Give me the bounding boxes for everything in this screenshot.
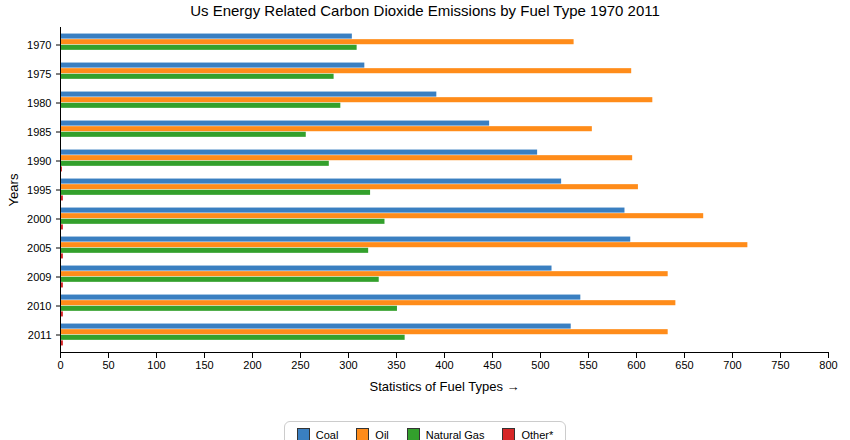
svg-text:1995: 1995 bbox=[27, 184, 51, 196]
svg-text:2000: 2000 bbox=[27, 213, 51, 225]
svg-text:1970: 1970 bbox=[27, 39, 51, 51]
svg-text:700: 700 bbox=[723, 359, 741, 371]
svg-text:1985: 1985 bbox=[27, 126, 51, 138]
html-text:Us Energy Related Carbon Dioxi: Us Energy Related Carbon Dioxide Emissio… bbox=[190, 2, 660, 19]
html-text:Natural Gas: Natural Gas bbox=[425, 428, 485, 440]
svg-text:0: 0 bbox=[57, 359, 63, 371]
svg-text:350: 350 bbox=[387, 359, 405, 371]
svg-text:400: 400 bbox=[435, 359, 453, 371]
svg-text:800: 800 bbox=[819, 359, 837, 371]
svg-text:50: 50 bbox=[102, 359, 114, 371]
svg-text:500: 500 bbox=[531, 359, 549, 371]
svg-text:Years: Years bbox=[6, 173, 21, 206]
svg-text:100: 100 bbox=[147, 359, 165, 371]
svg-text:2011: 2011 bbox=[28, 329, 52, 341]
svg-text:250: 250 bbox=[291, 359, 309, 371]
html-text:Other*: Other* bbox=[521, 428, 554, 440]
svg-text:2010: 2010 bbox=[27, 300, 51, 312]
svg-text:200: 200 bbox=[243, 359, 261, 371]
html-text:Oil: Oil bbox=[375, 428, 389, 440]
svg-text:Statistics of Fuel Types →: Statistics of Fuel Types → bbox=[369, 379, 519, 394]
svg-text:1990: 1990 bbox=[27, 155, 51, 167]
svg-text:150: 150 bbox=[195, 359, 213, 371]
svg-text:600: 600 bbox=[627, 359, 645, 371]
svg-text:1975: 1975 bbox=[27, 68, 51, 80]
svg-text:750: 750 bbox=[771, 359, 789, 371]
svg-text:650: 650 bbox=[675, 359, 693, 371]
svg-text:450: 450 bbox=[483, 359, 501, 371]
html-text:Coal: Coal bbox=[315, 428, 339, 440]
svg-text:2009: 2009 bbox=[27, 271, 51, 283]
svg-text:550: 550 bbox=[579, 359, 597, 371]
svg-text:1980: 1980 bbox=[27, 97, 51, 109]
svg-text:2005: 2005 bbox=[27, 242, 51, 254]
svg-text:300: 300 bbox=[339, 359, 357, 371]
